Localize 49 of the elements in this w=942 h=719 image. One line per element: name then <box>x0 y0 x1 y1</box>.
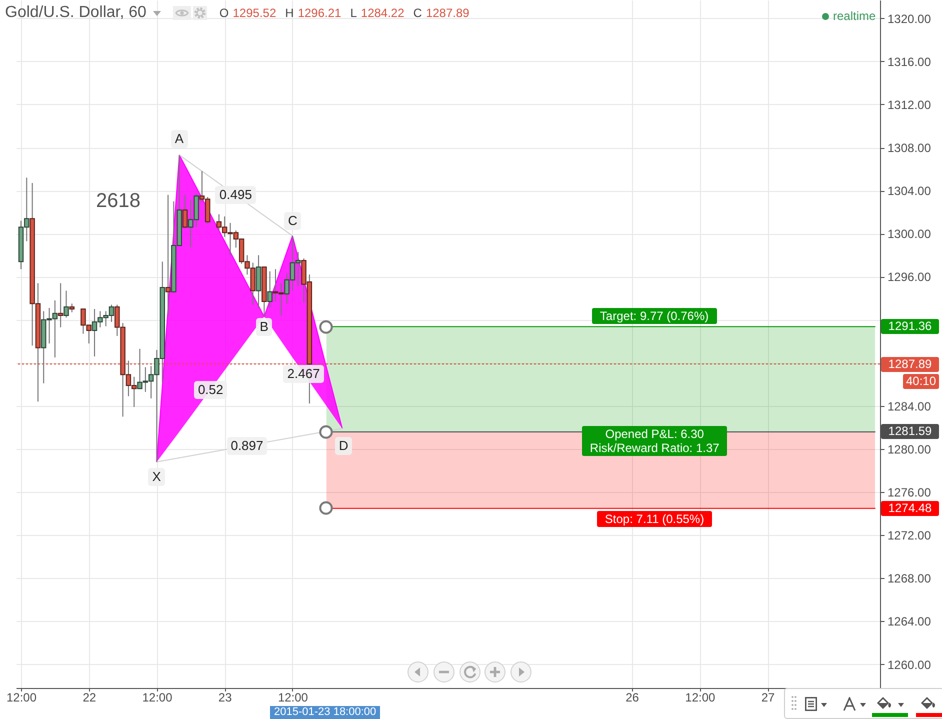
x-tick-label: 12:00 <box>142 690 173 704</box>
annotation: 2618 <box>96 190 140 213</box>
y-tick-label: 1264.00 <box>888 614 932 629</box>
x-tick-label: 12:00 <box>278 690 308 704</box>
candlestick <box>165 194 171 316</box>
y-tick-label: 1300.00 <box>888 227 932 242</box>
data-label: 1291.36 <box>883 319 937 334</box>
annotation: Opened P&L: 6.30 Risk/Reward Ratio: 1.37 <box>590 426 720 455</box>
annotation: B <box>260 319 268 336</box>
x-tick-label: 22 <box>82 690 96 704</box>
x-tick-label: 26 <box>626 690 640 704</box>
annotation: 2.467 <box>287 366 320 382</box>
annotation: 0.495 <box>219 186 252 203</box>
ref-line-label: 1287.89 40:10 <box>887 356 937 389</box>
annotation: 0.897 <box>230 438 264 454</box>
candlestick <box>267 270 272 308</box>
y-tick-label: 1320.00 <box>888 12 932 26</box>
x-tick-label: 12:00 <box>685 690 716 704</box>
candlestick <box>58 282 64 328</box>
annotation: D <box>338 438 348 454</box>
y-tick-label: 1280.00 <box>888 442 932 456</box>
y-tick-label: 1284.00 <box>888 399 932 414</box>
chart-title: Gold/U.S. Dollar, 60 <box>5 4 146 22</box>
annotation: 0.52 <box>198 382 224 398</box>
candlestick <box>182 194 188 229</box>
y-tick-label: 1276.00 <box>888 486 932 500</box>
data-label: 1274.48 <box>883 500 937 516</box>
text: O 1295.52 H 1296.21 L 1284.22 C 1287.89 <box>219 6 470 20</box>
y-tick-label: 1260.00 <box>888 658 932 672</box>
data-label: 1281.59 <box>883 424 937 440</box>
annotation: Stop: 7.11 (0.55%) <box>604 512 704 526</box>
y-tick-label: 1268.00 <box>888 572 932 586</box>
y-tick-label: 1304.00 <box>888 184 932 198</box>
x-tick-label: 23 <box>218 690 232 704</box>
y-tick-label: 1296.00 <box>888 270 932 284</box>
annotation: Target: 9.77 (0.76%) <box>600 308 709 323</box>
annotation: A <box>174 130 184 147</box>
y-tick-label: 1316.00 <box>888 54 932 69</box>
annotation: C <box>288 212 298 229</box>
x-tick-label: 12:00 <box>6 690 37 704</box>
y-tick-label: 1308.00 <box>888 141 932 156</box>
candlestick <box>64 290 69 318</box>
candlestick <box>256 254 262 308</box>
text: 2015-01-23 18:00:00 <box>274 706 376 719</box>
x-tick-label: 27 <box>761 690 776 704</box>
y-tick-label: 1312.00 <box>888 98 932 112</box>
y-tick-label: 1272.00 <box>888 528 932 543</box>
annotation: realtime <box>833 9 876 23</box>
annotation: X <box>152 468 161 485</box>
